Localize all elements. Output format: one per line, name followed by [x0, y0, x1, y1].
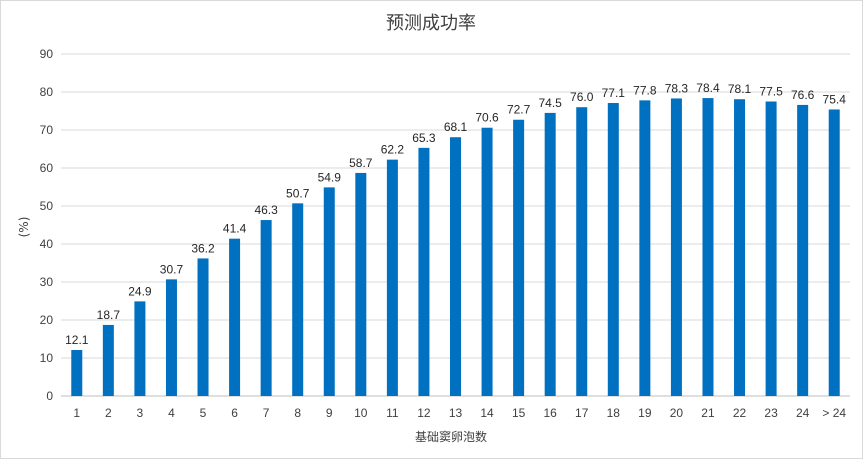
y-tick-label: 20: [40, 313, 54, 327]
bar: [260, 220, 272, 396]
data-label: 75.4: [823, 92, 847, 106]
data-label: 12.1: [65, 333, 89, 347]
bars: [71, 98, 840, 397]
data-label: 72.7: [507, 103, 531, 117]
data-label: 74.5: [539, 96, 563, 110]
x-tick-label: 9: [326, 406, 333, 420]
data-label: 18.7: [97, 308, 121, 322]
data-labels: 12.1 18.7 24.9 30.7 36.2 41.4 46.3 50.7 54.9 58.7…: [65, 81, 846, 347]
x-tick-label: 12: [417, 406, 431, 420]
data-label: 50.7: [286, 186, 310, 200]
data-label: 62.2: [381, 143, 405, 157]
bar: [386, 159, 398, 396]
x-tick-label: 20: [670, 406, 684, 420]
data-label: 54.9: [318, 170, 342, 184]
x-tick-label: 18: [607, 406, 621, 420]
data-label: 78.1: [728, 82, 752, 96]
x-tick-label: 2: [105, 406, 112, 420]
bar: [481, 127, 493, 396]
data-label: 58.7: [349, 156, 373, 170]
y-tick-label: 90: [40, 47, 54, 61]
bar: [323, 187, 335, 396]
bar: [229, 238, 241, 396]
bar: [576, 107, 588, 396]
y-axis-ticks: 0 10 20 30 40 50 60 70 80 90: [40, 47, 54, 403]
data-label: 68.1: [444, 120, 468, 134]
data-label: 24.9: [128, 284, 152, 298]
data-label: 77.5: [759, 85, 783, 99]
x-tick-label: 5: [200, 406, 207, 420]
y-tick-label: 80: [40, 85, 54, 99]
bar: [734, 99, 746, 396]
y-tick-label: 30: [40, 275, 54, 289]
bar: [639, 100, 651, 397]
data-label: 77.8: [633, 83, 657, 97]
data-label: 78.4: [696, 81, 720, 95]
bar: [197, 258, 209, 396]
y-tick-label: 70: [40, 123, 54, 137]
x-tick-label: 7: [263, 406, 270, 420]
x-tick-label: 22: [733, 406, 747, 420]
x-tick-label: > 24: [822, 406, 846, 420]
data-label: 46.3: [254, 203, 278, 217]
x-tick-label: 19: [638, 406, 652, 420]
bar: [702, 98, 714, 396]
y-tick-label: 40: [40, 237, 54, 251]
x-tick-label: 23: [764, 406, 778, 420]
x-tick-label: 21: [701, 406, 715, 420]
data-label: 77.1: [602, 86, 626, 100]
data-label: 78.3: [665, 81, 689, 95]
x-tick-label: 16: [544, 406, 558, 420]
x-tick-label: 8: [294, 406, 301, 420]
x-tick-label: 1: [73, 406, 80, 420]
x-tick-label: 3: [137, 406, 144, 420]
x-tick-label: 14: [480, 406, 494, 420]
bar: [670, 98, 682, 397]
data-label: 76.6: [791, 88, 815, 102]
bar: [607, 103, 619, 397]
x-tick-label: 15: [512, 406, 526, 420]
data-label: 30.7: [160, 262, 184, 276]
x-axis-ticks: 1 2 3 4 5 6 7 8 9 10 11 12 13 14 15 16 17 18 19 20 21 22 23 24 >…: [73, 406, 846, 420]
bar: [513, 119, 525, 397]
x-tick-label: 6: [231, 406, 238, 420]
x-tick-label: 10: [354, 406, 368, 420]
y-tick-label: 50: [40, 199, 54, 213]
bar: [71, 350, 83, 396]
bar: [765, 101, 777, 396]
y-tick-label: 0: [46, 389, 53, 403]
bar: [292, 203, 304, 396]
bar: [828, 109, 840, 396]
x-tick-label: 13: [449, 406, 463, 420]
data-label: 41.4: [223, 222, 247, 236]
bar: [797, 104, 809, 397]
x-axis-title: 基础窦卵泡数: [415, 429, 487, 444]
y-axis-title: (%): [17, 217, 31, 238]
y-tick-label: 10: [40, 351, 54, 365]
chart-title: 预测成功率: [386, 13, 476, 34]
x-tick-label: 11: [386, 406, 399, 420]
bar: [450, 137, 461, 396]
data-label: 76.0: [570, 90, 594, 104]
data-label: 70.6: [475, 111, 499, 125]
bar: [134, 301, 146, 396]
bar: [102, 324, 114, 396]
x-tick-label: 17: [575, 406, 589, 420]
y-tick-label: 60: [40, 161, 54, 175]
x-tick-label: 4: [168, 406, 175, 420]
data-label: 36.2: [191, 241, 215, 255]
bar: [355, 172, 367, 396]
x-tick-label: 24: [796, 406, 810, 420]
data-label: 65.3: [412, 131, 436, 145]
bar: [418, 147, 430, 396]
bar: [544, 112, 556, 397]
bar: [165, 279, 177, 396]
